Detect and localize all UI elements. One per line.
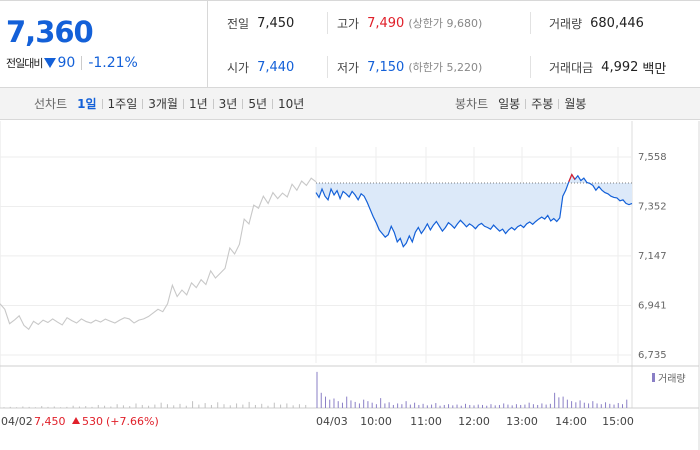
open-label: 시가 bbox=[227, 60, 250, 75]
x-tick-label: 04/03 bbox=[316, 415, 348, 428]
volume-legend-label: 거래량 bbox=[658, 373, 686, 385]
low-label: 저가 bbox=[337, 60, 360, 75]
line-chart-tab-6[interactable]: 5년 bbox=[248, 97, 268, 111]
x-tick-label: 12:00 bbox=[458, 415, 490, 428]
tab-divider bbox=[525, 98, 527, 109]
y-tick-label: 7,558 bbox=[638, 152, 667, 163]
tab-divider bbox=[182, 98, 184, 109]
up-arrow-icon bbox=[72, 417, 80, 424]
y-tick-label: 6,735 bbox=[638, 350, 667, 361]
x-axis-ticks: 04/02 04/03 10:00 11:00 12:00 13:00 14:00 15:00 bbox=[1, 415, 634, 428]
prev-close-value: 7,450 bbox=[257, 15, 295, 31]
x-tick-label: 10:00 bbox=[360, 415, 392, 428]
line-chart-tab-7[interactable]: 10년 bbox=[278, 97, 305, 111]
y-axis-ticks: 7,558 7,352 7,147 6,941 6,735 bbox=[638, 152, 667, 361]
volume-bars bbox=[3, 371, 628, 408]
candle-chart-tab-3[interactable]: 월봉 bbox=[564, 97, 587, 111]
trade-amount-unit: 백만 bbox=[642, 61, 667, 77]
chart-grid bbox=[0, 121, 700, 450]
divider bbox=[81, 56, 83, 70]
change-label: 전일대비 bbox=[6, 57, 43, 70]
tab-divider bbox=[242, 98, 244, 109]
line-chart-tab-1[interactable]: 1일 bbox=[77, 97, 97, 111]
price-line-today bbox=[315, 173, 633, 248]
tab-divider bbox=[142, 98, 144, 109]
high-value: 7,490 bbox=[367, 15, 405, 31]
quote-summary: 7,360 전일대비 90 -1.21% 전일 7,450 시가 7,440 고… bbox=[0, 0, 700, 88]
down-arrow-icon bbox=[44, 58, 57, 68]
divider bbox=[327, 12, 328, 34]
prev-close-label: 전일 bbox=[227, 16, 250, 31]
line-chart-tab-2[interactable]: 1주일 bbox=[107, 97, 138, 111]
change-row: 전일대비 90 -1.21% bbox=[6, 55, 138, 71]
price-lines bbox=[0, 173, 633, 331]
x-tick-label: 13:00 bbox=[506, 415, 538, 428]
x-tick-label: 11:00 bbox=[410, 415, 442, 428]
lower-limit: (하한가 5,220) bbox=[408, 61, 483, 74]
trade-amount-label: 거래대금 bbox=[549, 60, 594, 75]
tab-divider bbox=[101, 98, 103, 109]
trade-amount-value: 4,992 bbox=[601, 59, 639, 75]
volume-legend-swatch bbox=[652, 373, 655, 382]
change-percent: -1.21% bbox=[88, 55, 138, 71]
divider bbox=[530, 56, 531, 78]
chart-toolbar: 선차트 1일 1주일 3개월 1년 3년 5년 10년 봉차트 일봉 주봉 월봉 bbox=[0, 88, 700, 120]
candle-chart-tabs: 봉차트 일봉 주봉 월봉 bbox=[455, 88, 586, 119]
volume-label: 거래량 bbox=[549, 16, 583, 31]
low-price: 저가 7,150 (하한가 5,220) bbox=[337, 45, 482, 89]
line-chart-tab-4[interactable]: 1년 bbox=[188, 97, 208, 111]
low-value: 7,150 bbox=[367, 59, 405, 75]
x-tick-label: 04/02 bbox=[1, 415, 33, 428]
prev-day-change: 530 bbox=[82, 415, 103, 428]
tab-divider bbox=[212, 98, 214, 109]
y-tick-label: 7,352 bbox=[638, 202, 667, 213]
trade-amount: 거래대금 4,992 백만 bbox=[549, 45, 666, 89]
tab-divider bbox=[272, 98, 274, 109]
upper-limit: (상한가 9,680) bbox=[408, 17, 483, 30]
prev-day-close: 7,450 bbox=[34, 415, 66, 428]
y-tick-label: 7,147 bbox=[638, 251, 667, 262]
candle-chart-tab-1[interactable]: 일봉 bbox=[498, 97, 521, 111]
high-price: 고가 7,490 (상한가 9,680) bbox=[337, 1, 482, 45]
line-chart-tab-5[interactable]: 3년 bbox=[218, 97, 238, 111]
prev-day-annotation: 7,450 530 (+7.66%) bbox=[34, 415, 159, 428]
volume-value: 680,446 bbox=[590, 15, 644, 31]
line-chart-heading: 선차트 bbox=[34, 97, 68, 111]
day-high-segment bbox=[568, 173, 576, 183]
high-label: 고가 bbox=[337, 16, 360, 31]
open-price: 시가 7,440 bbox=[227, 45, 294, 89]
area-fill-today bbox=[316, 174, 632, 247]
volume-legend: 거래량 bbox=[652, 373, 686, 385]
current-price: 7,360 bbox=[6, 15, 94, 49]
x-tick-label: 15:00 bbox=[602, 415, 634, 428]
prev-close: 전일 7,450 bbox=[227, 1, 294, 45]
y-tick-label: 6,941 bbox=[638, 300, 667, 311]
candle-chart-heading: 봉차트 bbox=[455, 97, 489, 111]
line-chart-tabs: 선차트 1일 1주일 3개월 1년 3년 5년 10년 bbox=[34, 88, 304, 119]
price-fill-area bbox=[316, 174, 632, 247]
change-amount: 90 bbox=[57, 55, 76, 71]
candle-chart-tab-2[interactable]: 주봉 bbox=[531, 97, 554, 111]
divider bbox=[530, 12, 531, 34]
prev-day-change-pct: (+7.66%) bbox=[106, 415, 159, 428]
open-value: 7,440 bbox=[257, 59, 295, 75]
divider bbox=[327, 56, 328, 78]
tab-divider bbox=[558, 98, 560, 109]
price-line-prev-day bbox=[0, 177, 317, 331]
line-chart-tab-3[interactable]: 3개월 bbox=[148, 97, 178, 111]
current-price-box: 7,360 전일대비 90 -1.21% bbox=[0, 1, 208, 88]
volume: 거래량 680,446 bbox=[549, 1, 644, 45]
x-tick-label: 14:00 bbox=[555, 415, 587, 428]
